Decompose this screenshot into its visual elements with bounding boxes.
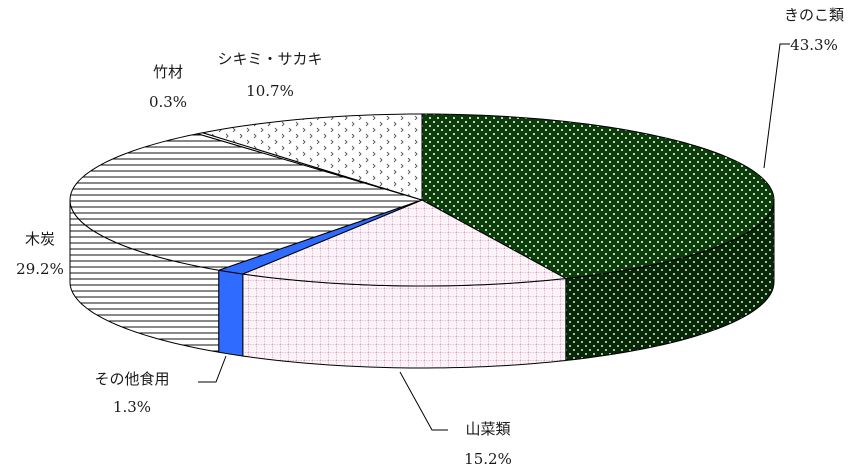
pie-sides — [69, 199, 775, 369]
pie-slice-other-food — [218, 199, 423, 275]
label-category-kinoko: きのこ類 — [784, 6, 844, 24]
label-category-chikuzai: 竹材 — [153, 63, 183, 81]
label-value-mokutan: 29.2% — [16, 260, 64, 278]
label-value-shikimi: 10.7% — [246, 82, 294, 100]
label-value-other-food: 1.3% — [113, 398, 151, 416]
leader-line-other-food — [198, 355, 227, 383]
pie-slice-mokutan — [69, 133, 424, 271]
leader-lines — [198, 43, 790, 431]
data-labels: きのこ類 43.3% 山菜類 15.2% その他食用 1.3% 木炭 29.2% 竹材 0.3% シ… — [16, 6, 844, 468]
label-category-other-food: その他食用 — [94, 370, 169, 388]
pie-side-other-food — [218, 269, 244, 357]
leader-line-sansai — [399, 371, 448, 431]
label-category-sansai: 山菜類 — [465, 420, 510, 438]
pie-slice-shikimi — [202, 113, 423, 201]
label-value-chikuzai: 0.3% — [149, 93, 187, 111]
leader-line-kinoko — [763, 43, 790, 169]
label-category-shikimi: シキミ・サカキ — [217, 50, 322, 68]
pie-side-sansai — [242, 273, 567, 369]
label-value-kinoko: 43.3% — [790, 36, 838, 54]
label-category-mokutan: 木炭 — [25, 230, 55, 248]
label-value-sansai: 15.2% — [464, 450, 512, 468]
pie-slice-sansai — [240, 199, 568, 287]
pie-tops — [69, 113, 775, 287]
pie-slice-kinoko — [421, 113, 775, 280]
